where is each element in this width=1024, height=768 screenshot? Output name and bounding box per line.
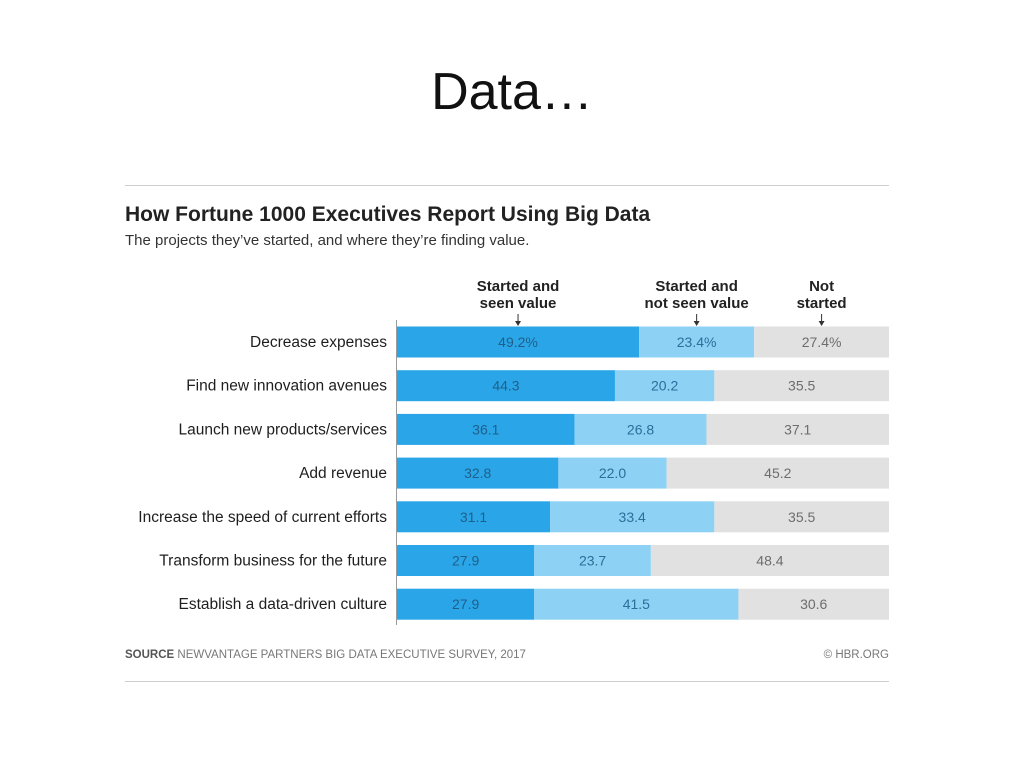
credit-text: © HBR.ORG [823, 649, 889, 661]
bar-value-label: 48.4 [756, 553, 783, 569]
bar-segment [397, 370, 615, 402]
source-note: SOURCE NEWVANTAGE PARTNERS BIG DATA EXEC… [125, 649, 526, 661]
bar-segment [534, 545, 651, 576]
bar-segment [550, 501, 715, 533]
bar-segment [706, 413, 889, 445]
category-label: Decrease expenses [250, 334, 387, 351]
bar-segment [754, 326, 889, 358]
bar-value-label: 37.1 [784, 421, 811, 437]
bar-value-label: 23.4% [677, 334, 717, 350]
bar-value-label: 20.2 [651, 378, 678, 394]
category-label: Launch new products/services [178, 421, 387, 438]
bar-segment [397, 326, 640, 358]
category-label: Find new innovation avenues [186, 378, 387, 395]
bar-value-label: 35.5 [788, 509, 815, 525]
legend-header: Not [809, 278, 834, 295]
legend-arrow-head [818, 321, 825, 326]
bar-value-label: 30.6 [800, 596, 827, 612]
bar-value-label: 27.4% [802, 334, 842, 350]
bar-value-label: 31.1 [460, 509, 487, 525]
bar-value-label: 27.9 [452, 553, 479, 569]
source-text: NEWVANTAGE PARTNERS BIG DATA EXECUTIVE S… [177, 649, 526, 661]
bar-segment [614, 370, 715, 402]
bar-value-label: 32.8 [464, 465, 491, 481]
bar-segment [714, 370, 889, 402]
category-label: Increase the speed of current efforts [138, 509, 387, 526]
legend-header: not seen value [645, 295, 749, 312]
bar-segment [397, 545, 535, 576]
bar-value-label: 23.7 [579, 553, 606, 569]
chart-subtitle: The projects they’ve started, and where … [125, 232, 530, 249]
bar-value-label: 44.3 [492, 378, 519, 394]
category-label: Transform business for the future [159, 553, 387, 570]
bar-value-label: 33.4 [619, 509, 646, 525]
bar-segment [574, 413, 707, 445]
legend-header: started [797, 295, 847, 312]
top-divider [125, 185, 889, 186]
bar-value-label: 41.5 [623, 596, 650, 612]
bar-segment [714, 501, 889, 533]
bar-segment [534, 588, 739, 620]
bar-segment [397, 413, 575, 445]
bar-segment [397, 501, 551, 533]
bar-segment [397, 588, 535, 620]
bar-segment [639, 326, 755, 358]
legend-header: Started and [477, 278, 560, 295]
bar-value-label: 45.2 [764, 465, 791, 481]
source-label: SOURCE [125, 649, 175, 661]
bar-value-label: 26.8 [627, 421, 654, 437]
bar-value-label: 49.2% [498, 334, 538, 350]
bar-value-label: 35.5 [788, 378, 815, 394]
bar-value-label: 27.9 [452, 596, 479, 612]
legend-header: Started and [655, 278, 738, 295]
slide-title: Data… [431, 63, 593, 121]
bar-segment [650, 545, 889, 576]
bar-segment [397, 457, 559, 489]
bar-segment [738, 588, 889, 620]
bar-segment [558, 457, 667, 489]
bottom-divider [125, 681, 889, 682]
chart-title: How Fortune 1000 Executives Report Using… [125, 203, 651, 226]
bar-value-label: 22.0 [599, 465, 626, 481]
category-label: Add revenue [299, 465, 387, 482]
bar-value-label: 36.1 [472, 421, 499, 437]
legend-arrow-head [515, 321, 522, 326]
category-label: Establish a data-driven culture [178, 596, 387, 613]
legend-arrow-head [693, 321, 700, 326]
bar-segment [666, 457, 889, 489]
legend-header: seen value [480, 295, 557, 312]
